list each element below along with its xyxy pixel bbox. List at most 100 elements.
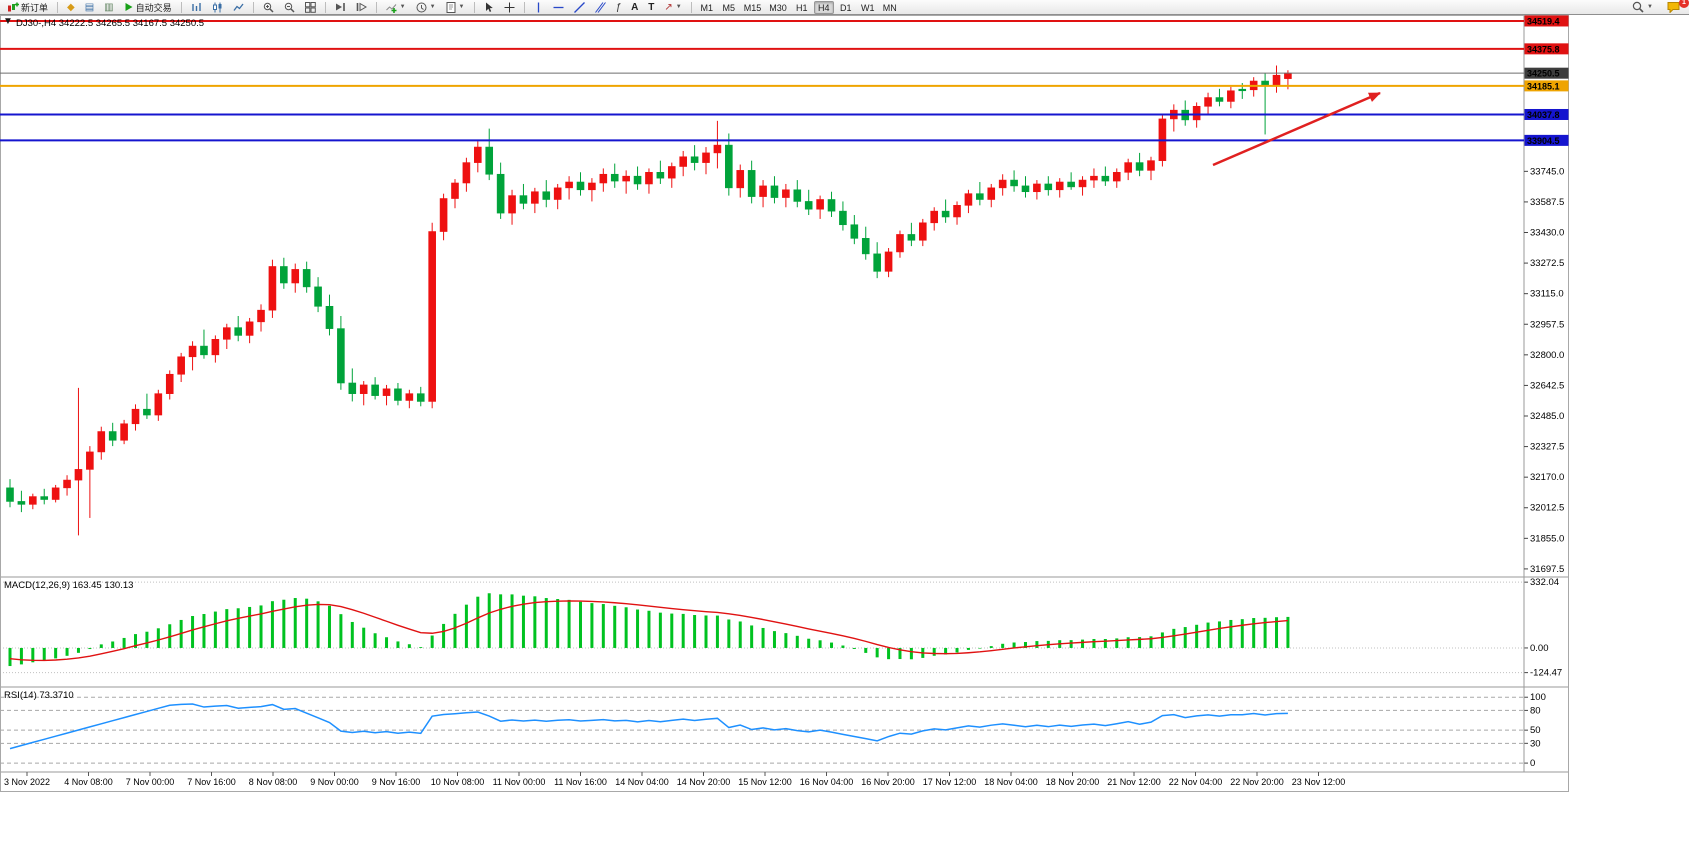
- timeframe-h4-button[interactable]: H4: [813, 0, 834, 14]
- fibonacci-icon: ƒ: [615, 1, 622, 13]
- horizontal-line-button[interactable]: [549, 1, 568, 14]
- community-button[interactable]: 1: [1663, 0, 1689, 14]
- fibonacci-button[interactable]: ƒ: [612, 1, 626, 14]
- svg-text:4 Nov 08:00: 4 Nov 08:00: [64, 777, 113, 787]
- label-icon: T: [648, 1, 655, 13]
- svg-text:18 Nov 04:00: 18 Nov 04:00: [984, 777, 1038, 787]
- arrows-button[interactable]: ↗ ▼: [660, 1, 685, 14]
- timeframe-m1-button[interactable]: M1: [700, 2, 713, 13]
- chart-canvas[interactable]: 332.04 0.00 -124.47 100 80 50 30 0 33745.0 33587.…: [0, 15, 1569, 792]
- timeframe-m30-button[interactable]: M30: [769, 2, 787, 13]
- timeframe-mn-button[interactable]: MN: [882, 2, 897, 13]
- time-axis-labels: 3 Nov 2022 4 Nov 08:00 7 Nov 00:00 7 Nov 16…: [4, 772, 1345, 787]
- svg-text:34185.1: 34185.1: [1527, 81, 1560, 91]
- svg-text:0: 0: [1530, 758, 1535, 769]
- toolbar-separator: [324, 1, 326, 13]
- svg-text:80: 80: [1530, 705, 1541, 716]
- trendline-icon: [573, 1, 585, 13]
- periods-button[interactable]: ▼: [412, 1, 440, 14]
- search-button[interactable]: ▼: [1628, 1, 1657, 14]
- svg-text:-124.47: -124.47: [1530, 668, 1562, 679]
- rsi-label: RSI(14) 73.3710: [4, 690, 74, 701]
- chart-shift-icon: [356, 2, 367, 12]
- svg-text:10 Nov 08:00: 10 Nov 08:00: [431, 777, 485, 787]
- svg-text:7 Nov 16:00: 7 Nov 16:00: [187, 777, 236, 787]
- navigator-button[interactable]: ▤: [81, 1, 98, 14]
- market-watch-button[interactable]: ◆: [63, 1, 79, 14]
- new-order-label: 新订单: [21, 2, 49, 13]
- svg-text:32642.5: 32642.5: [1530, 380, 1564, 391]
- svg-text:21 Nov 12:00: 21 Nov 12:00: [1107, 777, 1161, 787]
- tile-windows-button[interactable]: [301, 1, 320, 14]
- toolbar-separator: [252, 1, 254, 13]
- timeframe-h1-button[interactable]: H1: [796, 2, 808, 13]
- notification-badge: 1: [1679, 0, 1689, 8]
- channel-icon: [594, 1, 606, 13]
- price-axis-ticks: 33745.0 33587.5 33430.0 33272.5 33115.0 32957…: [1524, 166, 1564, 575]
- line-chart-button[interactable]: [229, 1, 248, 14]
- bar-chart-button[interactable]: [187, 1, 206, 14]
- svg-text:33115.0: 33115.0: [1530, 289, 1564, 300]
- svg-text:0.00: 0.00: [1530, 643, 1549, 654]
- svg-text:11 Nov 16:00: 11 Nov 16:00: [554, 777, 607, 787]
- zoom-in-button[interactable]: [259, 1, 278, 14]
- templates-button[interactable]: ▼: [442, 1, 469, 14]
- market-watch-icon: ◆: [67, 1, 75, 13]
- autotrading-icon: [125, 3, 133, 11]
- price-badge: 34519.4: [1524, 15, 1569, 27]
- timeframe-d1-button[interactable]: D1: [840, 2, 852, 13]
- cursor-button[interactable]: [480, 1, 498, 14]
- indicators-button[interactable]: ▼: [382, 1, 410, 14]
- macd-signal-line: [9, 600, 1288, 662]
- horizontal-line-icon: [553, 6, 563, 8]
- main-toolbar: 新订单 ◆ ▤ ▥ 自动交易: [0, 0, 1689, 15]
- dropdown-caret: ▼: [399, 4, 406, 10]
- svg-text:100: 100: [1530, 692, 1546, 703]
- toolbar-separator: [57, 1, 59, 13]
- zoom-out-icon: [284, 2, 295, 13]
- text-button[interactable]: A: [627, 1, 642, 14]
- svg-text:32170.0: 32170.0: [1530, 472, 1564, 483]
- macd-histogram: [8, 593, 1290, 667]
- trendline-button[interactable]: [570, 1, 589, 14]
- time-scale[interactable]: [0, 772, 1569, 792]
- vertical-line-button[interactable]: [530, 1, 547, 14]
- new-order-button[interactable]: 新订单: [3, 1, 52, 14]
- svg-text:22 Nov 04:00: 22 Nov 04:00: [1169, 777, 1223, 787]
- label-button[interactable]: T: [644, 1, 658, 14]
- chart-window: 332.04 0.00 -124.47 100 80 50 30 0 33745.0 33587.…: [0, 15, 1570, 793]
- timeframe-w1-button[interactable]: W1: [861, 2, 875, 13]
- price-scale[interactable]: [1525, 15, 1569, 772]
- rsi-line: [9, 703, 1288, 750]
- svg-text:31855.0: 31855.0: [1530, 533, 1564, 544]
- timeframe-m15-button[interactable]: M15: [743, 2, 762, 13]
- tile-windows-icon: [304, 1, 316, 13]
- zoom-out-button[interactable]: [280, 1, 299, 14]
- svg-text:32327.5: 32327.5: [1530, 442, 1564, 453]
- auto-scroll-button[interactable]: [331, 1, 350, 14]
- search-icon: [1632, 1, 1644, 13]
- svg-text:16 Nov 20:00: 16 Nov 20:00: [861, 777, 915, 787]
- terminal-button[interactable]: ▥: [100, 1, 117, 14]
- toolbar-separator: [180, 1, 182, 13]
- crosshair-button[interactable]: [500, 1, 519, 14]
- chart-shift-button[interactable]: [352, 1, 371, 14]
- text-icon: A: [631, 1, 639, 13]
- one-click-trading-toggle[interactable]: ▼: [3, 16, 13, 27]
- autotrading-button[interactable]: 自动交易: [120, 1, 176, 14]
- dropdown-caret: ▼: [458, 4, 465, 10]
- candlestick-chart-button[interactable]: [208, 1, 227, 14]
- svg-text:32800.0: 32800.0: [1530, 350, 1564, 361]
- trend-arrow-annotation[interactable]: [1212, 91, 1381, 167]
- dropdown-caret: ▼: [429, 4, 436, 10]
- timeframe-m5-button[interactable]: M5: [722, 2, 735, 13]
- svg-text:17 Nov 12:00: 17 Nov 12:00: [923, 777, 977, 787]
- svg-text:32957.5: 32957.5: [1530, 319, 1564, 330]
- svg-text:332.04: 332.04: [1530, 577, 1559, 588]
- bar-chart-icon: [191, 2, 201, 11]
- svg-text:33587.5: 33587.5: [1530, 197, 1564, 208]
- indicators-icon: [385, 3, 397, 13]
- channel-button[interactable]: [591, 1, 610, 14]
- svg-text:34250.5: 34250.5: [1527, 69, 1560, 79]
- svg-text:50: 50: [1530, 725, 1541, 736]
